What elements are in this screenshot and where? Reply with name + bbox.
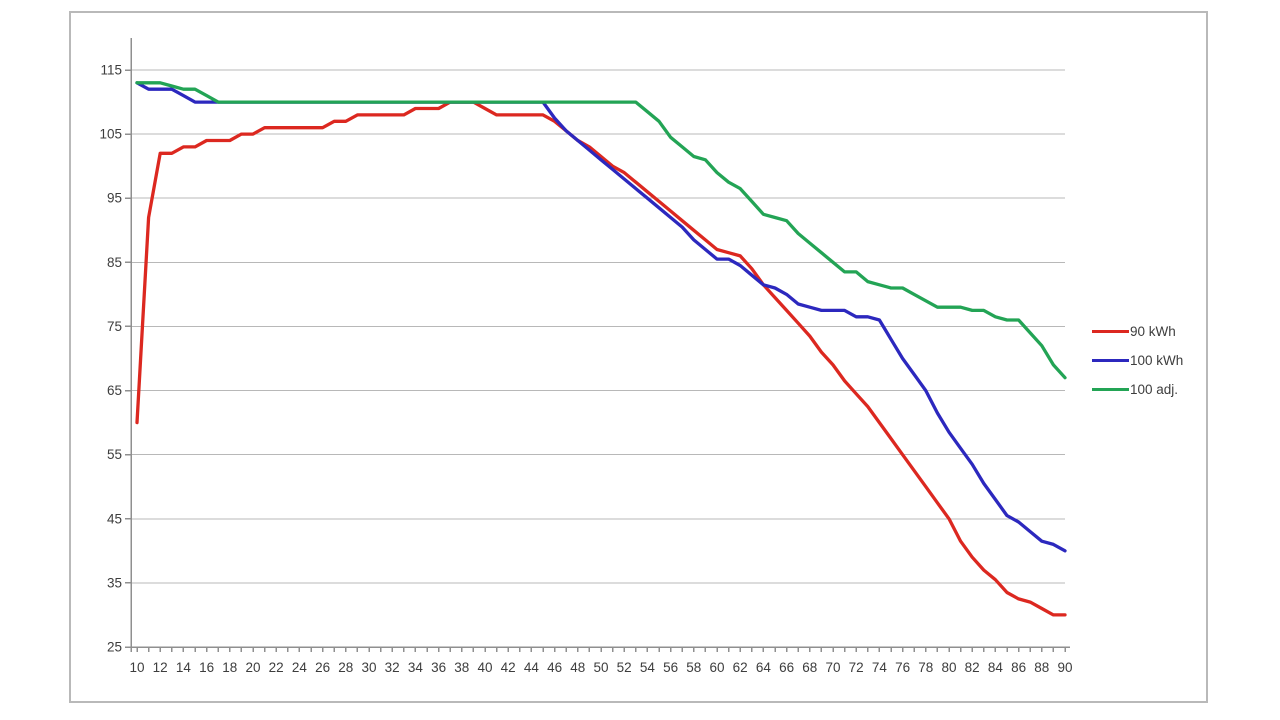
x-tick-label: 46	[547, 660, 562, 675]
x-tick-label: 44	[524, 660, 540, 675]
legend-line-swatch-blue	[1092, 359, 1129, 362]
series-100-kwh	[135, 81, 1067, 553]
x-tick-label: 30	[361, 660, 376, 675]
x-tick-label: 24	[292, 660, 308, 675]
x-tick-label: 34	[408, 660, 424, 675]
x-tick-label: 12	[153, 660, 168, 675]
y-tick-label: 105	[99, 127, 122, 142]
x-tick-label: 62	[733, 660, 748, 675]
y-tick-label: 95	[107, 191, 122, 206]
x-tick-label: 68	[802, 660, 817, 675]
y-tick-label: 115	[100, 63, 122, 78]
series-90-kwh	[135, 100, 1067, 617]
x-tick-label: 74	[872, 660, 888, 675]
x-tick-label: 50	[593, 660, 608, 675]
legend-label-90kwh: 90 kWh	[1130, 324, 1176, 339]
legend-item-100kwh: 100 kWh	[1092, 346, 1183, 375]
y-tick-label: 35	[107, 575, 122, 590]
x-tick-label: 86	[1011, 660, 1026, 675]
y-tick-label: 85	[107, 255, 122, 270]
x-tick-label: 80	[941, 660, 956, 675]
x-tick-label: 54	[640, 660, 656, 675]
x-tick-label: 78	[918, 660, 933, 675]
x-tick-label: 22	[269, 660, 284, 675]
legend-item-90kwh: 90 kWh	[1092, 317, 1183, 346]
x-tick-label: 72	[849, 660, 864, 675]
x-tick-label: 60	[709, 660, 724, 675]
x-tick-label: 58	[686, 660, 701, 675]
legend-line-swatch-green	[1092, 388, 1129, 391]
x-tick-label: 26	[315, 660, 330, 675]
x-tick-label: 40	[477, 660, 492, 675]
x-tick-label: 76	[895, 660, 910, 675]
x-tick-label: 48	[570, 660, 585, 675]
y-tick-label: 45	[107, 511, 122, 526]
y-tick-label: 25	[107, 640, 122, 655]
x-tick-label: 52	[617, 660, 632, 675]
legend-label-100adj: 100 adj.	[1130, 382, 1179, 397]
legend-line-swatch-red	[1092, 330, 1129, 333]
x-tick-label: 28	[338, 660, 353, 675]
x-tick-label: 42	[501, 660, 516, 675]
legend-label-100kwh: 100 kWh	[1130, 353, 1184, 368]
x-tick-label: 70	[825, 660, 840, 675]
series-100-adj-	[135, 81, 1067, 380]
x-tick-label: 16	[199, 660, 214, 675]
y-tick-label: 55	[107, 447, 122, 462]
legend: 90 kWh 100 kWh 100 adj.	[1092, 317, 1183, 404]
x-tick-label: 82	[965, 660, 980, 675]
x-tick-label: 90	[1057, 660, 1072, 675]
x-tick-label: 88	[1034, 660, 1049, 675]
legend-item-100adj: 100 adj.	[1092, 375, 1183, 404]
y-tick-label: 75	[107, 319, 122, 334]
x-tick-label: 84	[988, 660, 1004, 675]
x-tick-label: 66	[779, 660, 794, 675]
x-tick-label: 38	[454, 660, 469, 675]
x-tick-label: 64	[756, 660, 772, 675]
chart-border	[69, 11, 1208, 703]
y-tick-label: 65	[107, 383, 122, 398]
x-tick-label: 36	[431, 660, 446, 675]
x-tick-label: 56	[663, 660, 678, 675]
x-tick-label: 18	[222, 660, 237, 675]
x-tick-label: 10	[129, 660, 144, 675]
x-tick-label: 20	[245, 660, 260, 675]
x-tick-label: 32	[385, 660, 400, 675]
x-tick-label: 14	[176, 660, 192, 675]
